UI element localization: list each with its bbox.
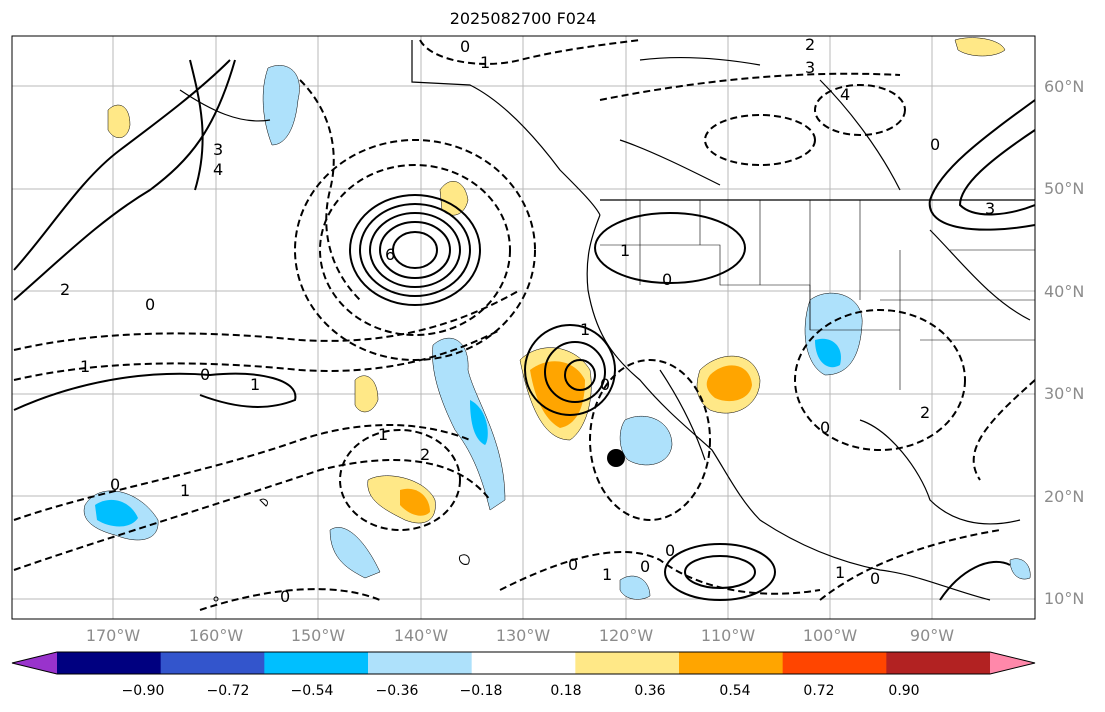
svg-text:2: 2 (920, 403, 930, 422)
lat-label: 10°N (1044, 589, 1085, 608)
svg-text:0: 0 (665, 541, 675, 560)
svg-text:4: 4 (213, 160, 223, 179)
lon-label: 110°W (700, 626, 756, 645)
neg-anomaly-region (262, 65, 300, 146)
svg-text:1: 1 (480, 53, 490, 72)
svg-text:2: 2 (60, 280, 70, 299)
colorbar (11, 651, 1036, 675)
pos-anomaly-core (530, 361, 585, 428)
islands (213, 498, 470, 602)
colorbar-extend-low (12, 652, 57, 674)
colorbar-tick-label: 0.36 (634, 683, 666, 699)
map-frame (11, 35, 1036, 620)
pos-anomaly-core (706, 365, 752, 402)
colorbar-extend-high (990, 652, 1035, 674)
colorbar-segment (886, 652, 991, 674)
svg-text:3: 3 (805, 58, 815, 77)
lat-label: 60°N (1044, 77, 1085, 96)
positive-contours (13, 59, 1035, 601)
colorbar-segment (679, 652, 784, 674)
colorbar-tick-label: −0.18 (459, 683, 503, 699)
svg-text:0: 0 (600, 375, 610, 394)
colorbar-segment (471, 652, 576, 674)
svg-text:1: 1 (180, 481, 190, 500)
svg-text:0: 0 (200, 365, 210, 384)
lon-label: 90°W (909, 626, 955, 645)
svg-text:3: 3 (985, 199, 995, 218)
svg-text:0: 0 (870, 569, 880, 588)
graticule (12, 36, 1035, 619)
colorbar-tick-label: 0.90 (888, 683, 920, 699)
svg-text:0: 0 (662, 270, 672, 289)
svg-text:1: 1 (602, 565, 612, 584)
pos-anomaly-region (954, 37, 1006, 57)
lon-label: 140°W (393, 626, 449, 645)
colorbar-segment (264, 652, 369, 674)
colorbar-tick-label: 0.72 (803, 683, 835, 699)
neg-anomaly-region (329, 527, 381, 579)
neg-anomaly-core (815, 338, 841, 368)
pos-anomaly-region (354, 375, 379, 413)
colorbar-segment (368, 652, 473, 674)
anomaly-shading (83, 37, 1031, 600)
svg-text:1: 1 (80, 357, 90, 376)
svg-text:2: 2 (805, 35, 815, 54)
svg-text:1: 1 (580, 320, 590, 339)
lat-label: 40°N (1044, 282, 1085, 301)
negative-contours (13, 39, 1035, 611)
colorbar-segment (782, 652, 887, 674)
pos-anomaly-region (107, 104, 131, 138)
lon-label: 130°W (495, 626, 551, 645)
lon-label: 160°W (188, 626, 244, 645)
neg-anomaly-region (432, 337, 506, 511)
colorbar-outline (11, 651, 1036, 675)
storm-position-dot (607, 449, 625, 467)
lat-label: 50°N (1044, 179, 1085, 198)
lat-label: 20°N (1044, 487, 1085, 506)
svg-text:1: 1 (250, 375, 260, 394)
neg-anomaly-region (619, 415, 673, 466)
svg-text:0: 0 (145, 295, 155, 314)
svg-text:0: 0 (820, 418, 830, 437)
svg-text:0: 0 (460, 37, 470, 56)
svg-text:1: 1 (620, 241, 630, 260)
svg-text:0: 0 (930, 135, 940, 154)
colorbar-segment (575, 652, 680, 674)
pos-anomaly-core (400, 488, 430, 516)
neg-anomaly-region (619, 575, 651, 600)
lon-label: 170°W (85, 626, 141, 645)
neg-anomaly-core (470, 400, 488, 445)
lon-label: 150°W (290, 626, 346, 645)
lon-label: 100°W (802, 626, 858, 645)
colorbar-tick-label: 0.18 (550, 683, 582, 699)
state-borders (600, 200, 1035, 390)
coastlines (179, 40, 1035, 601)
colorbar-tick-label: 0.54 (719, 683, 751, 699)
svg-text:2: 2 (420, 445, 430, 464)
colorbar-tick-label: −0.90 (121, 683, 165, 699)
colorbar-tick-label: −0.36 (375, 683, 419, 699)
lon-label: 120°W (598, 626, 654, 645)
svg-text:0: 0 (110, 475, 120, 494)
svg-text:0: 0 (280, 587, 290, 606)
svg-text:6: 6 (385, 245, 395, 264)
svg-text:1: 1 (835, 563, 845, 582)
neg-anomaly-region (1009, 558, 1031, 580)
colorbar-segment (57, 652, 162, 674)
svg-text:4: 4 (840, 85, 850, 104)
colorbar-tick-label: −0.72 (206, 683, 250, 699)
lat-label: 30°N (1044, 384, 1085, 403)
map-title: 2025082700 F024 (449, 9, 597, 28)
colorbar-segment (160, 652, 265, 674)
neg-anomaly-core (95, 499, 138, 527)
svg-text:0: 0 (568, 555, 578, 574)
contour-labels: 0 1 2 3 4 6 1 1 0 0 1 2 1 0 0 1 1 0 2 4 … (60, 35, 995, 606)
svg-text:0: 0 (640, 557, 650, 576)
svg-text:1: 1 (378, 425, 388, 444)
svg-text:3: 3 (213, 140, 223, 159)
colorbar-tick-label: −0.54 (290, 683, 334, 699)
